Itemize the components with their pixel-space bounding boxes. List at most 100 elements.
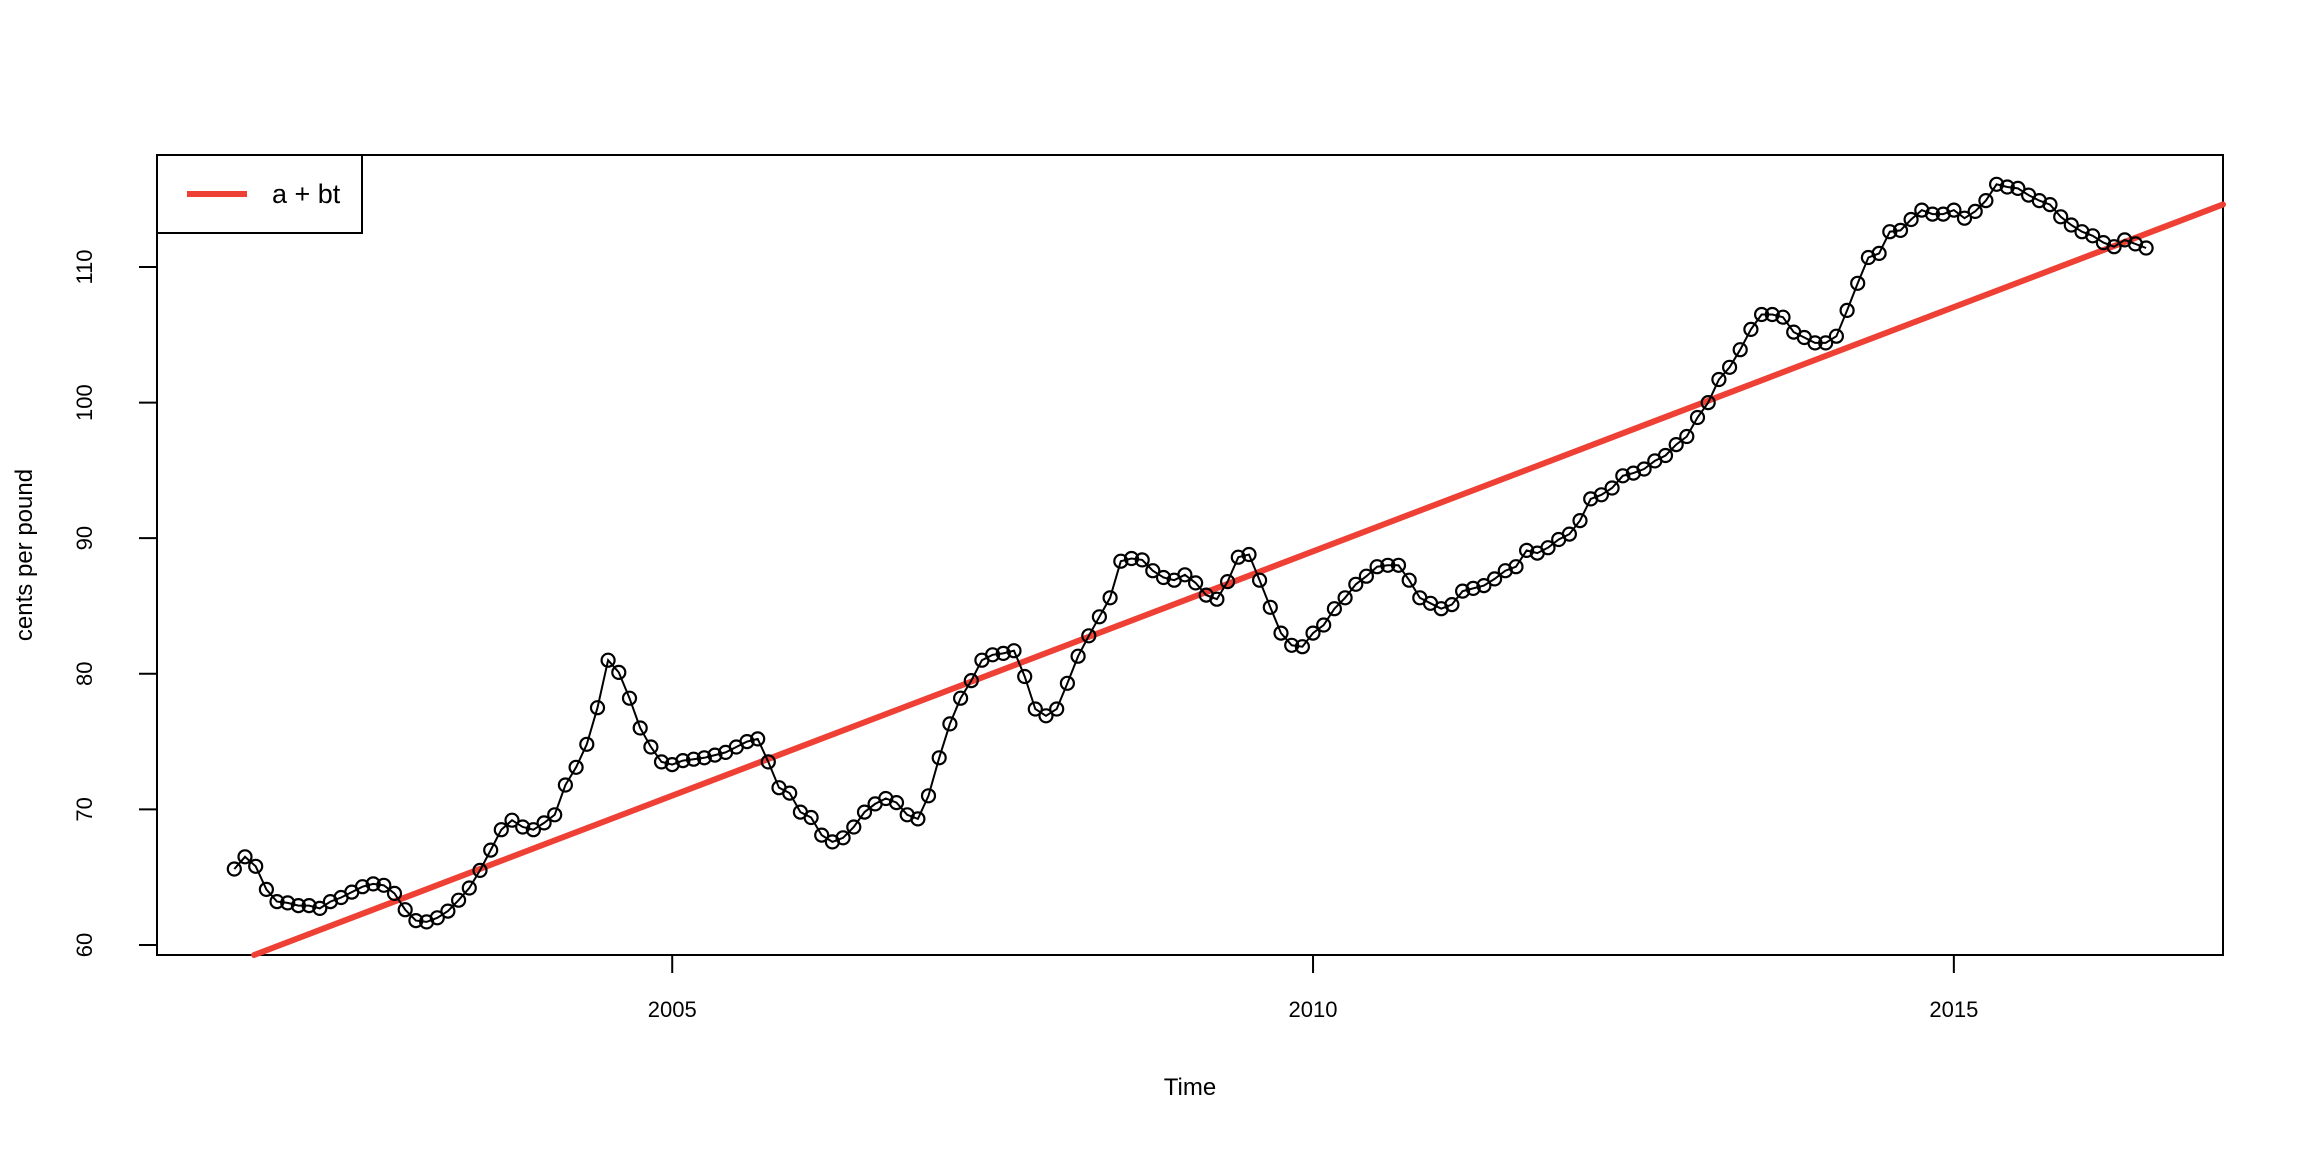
data-point-marker [1476, 577, 1492, 594]
data-point-marker [1390, 557, 1407, 573]
data-point-marker [2053, 209, 2069, 225]
data-point-marker [2042, 197, 2058, 213]
legend: a + bt [156, 154, 363, 234]
data-point-marker [1049, 701, 1065, 717]
data-point-marker [1818, 335, 1834, 351]
data-point-marker [1454, 583, 1471, 599]
data-point-marker [258, 881, 274, 898]
plot-area: 2005 2010 2015 60 70 80 90 100 110 [72, 154, 2226, 1022]
data-point-marker [1177, 567, 1193, 583]
data-point-marker [1251, 572, 1268, 588]
data-point-marker [1924, 206, 1941, 222]
data-point-marker [354, 879, 371, 895]
data-point-marker [429, 910, 445, 926]
data-point-marker [280, 895, 296, 911]
data-point-marker [1561, 526, 1578, 542]
data-point-marker [675, 752, 691, 769]
x-tick-label: 2010 [1289, 997, 1338, 1022]
data-point-marker [1508, 559, 1524, 575]
data-point-marker [397, 902, 413, 918]
data-point-marker [1732, 342, 1748, 358]
data-point-marker [1668, 437, 1684, 453]
data-point-marker [760, 754, 776, 770]
data-point-marker [2106, 239, 2122, 255]
data-point-marker [621, 690, 638, 706]
data-point-marker [1123, 550, 1140, 567]
data-point-marker [1839, 302, 1855, 318]
data-point-marker [461, 880, 477, 896]
data-point-marker [226, 861, 242, 877]
data-point-marker [1059, 675, 1076, 691]
trend-line [251, 201, 2226, 958]
data-point-marker [1978, 193, 1994, 209]
data-point-marker [1689, 409, 1706, 426]
data-point-marker [942, 716, 958, 732]
data-point-marker [1262, 599, 1278, 615]
data-point-marker [1134, 552, 1150, 568]
data-point-marker [504, 812, 520, 828]
data-point-marker [835, 830, 851, 846]
data-point-marker [312, 900, 328, 917]
data-point-marker [856, 804, 873, 820]
data-point-marker [408, 912, 424, 929]
data-point-marker [301, 897, 317, 914]
data-point-marker [493, 822, 509, 838]
data-point-marker [1038, 708, 1054, 724]
data-series-line [233, 183, 2147, 923]
data-point-marker [1615, 468, 1631, 484]
data-point-marker [1657, 447, 1674, 464]
data-point-marker [472, 862, 488, 879]
data-point-marker [1369, 559, 1385, 575]
data-point-marker [1753, 306, 1770, 323]
data-point-marker [1956, 210, 1973, 226]
data-point-marker [632, 720, 648, 736]
data-point-marker [1230, 549, 1246, 565]
data-point-marker [1775, 309, 1791, 325]
data-point-marker [1764, 306, 1780, 323]
data-point-marker [1155, 569, 1172, 586]
y-tick-label: 80 [72, 662, 97, 686]
data-point-marker [995, 645, 1011, 662]
data-point-marker [1946, 202, 1962, 218]
data-point-marker [1593, 487, 1610, 503]
data-point-marker [269, 893, 285, 910]
data-point-marker [750, 731, 766, 747]
data-point-marker [365, 876, 381, 892]
x-tick-label: 2015 [1929, 997, 1978, 1022]
data-point-marker [685, 751, 702, 767]
data-point-marker [1518, 542, 1535, 559]
data-point-marker [237, 849, 253, 865]
data-point-marker [814, 827, 830, 843]
data-point-marker [2010, 180, 2026, 196]
data-point-marker [1721, 359, 1738, 375]
x-axis-label: Time [1164, 1074, 1216, 1101]
data-point-marker [525, 822, 542, 838]
data-point-marker [1187, 575, 1204, 591]
data-point-marker [963, 672, 979, 689]
y-tick-label: 60 [72, 933, 97, 957]
data-point-marker [547, 807, 563, 823]
data-point-marker [1636, 461, 1652, 477]
data-point-marker [1294, 639, 1311, 655]
data-point-marker [1337, 590, 1353, 606]
data-point-marker [1828, 328, 1845, 344]
data-point-marker [600, 652, 616, 668]
legend-box [156, 154, 363, 234]
data-point-marker [1572, 512, 1588, 529]
data-point-marker [1219, 573, 1236, 590]
y-tick-label: 110 [72, 249, 97, 284]
data-point-marker [1486, 571, 1503, 587]
data-point-marker [1465, 580, 1481, 597]
data-point-marker [1241, 546, 1257, 563]
data-point-marker [1604, 480, 1620, 496]
data-point-marker [611, 664, 627, 681]
data-point-marker [1102, 590, 1118, 606]
y-axis-label: cents per pound [11, 469, 38, 641]
data-point-marker [1081, 628, 1097, 644]
data-point-marker [920, 788, 937, 804]
data-point-marker [440, 903, 456, 919]
data-point-marker [888, 794, 905, 811]
data-point-marker [290, 897, 306, 914]
